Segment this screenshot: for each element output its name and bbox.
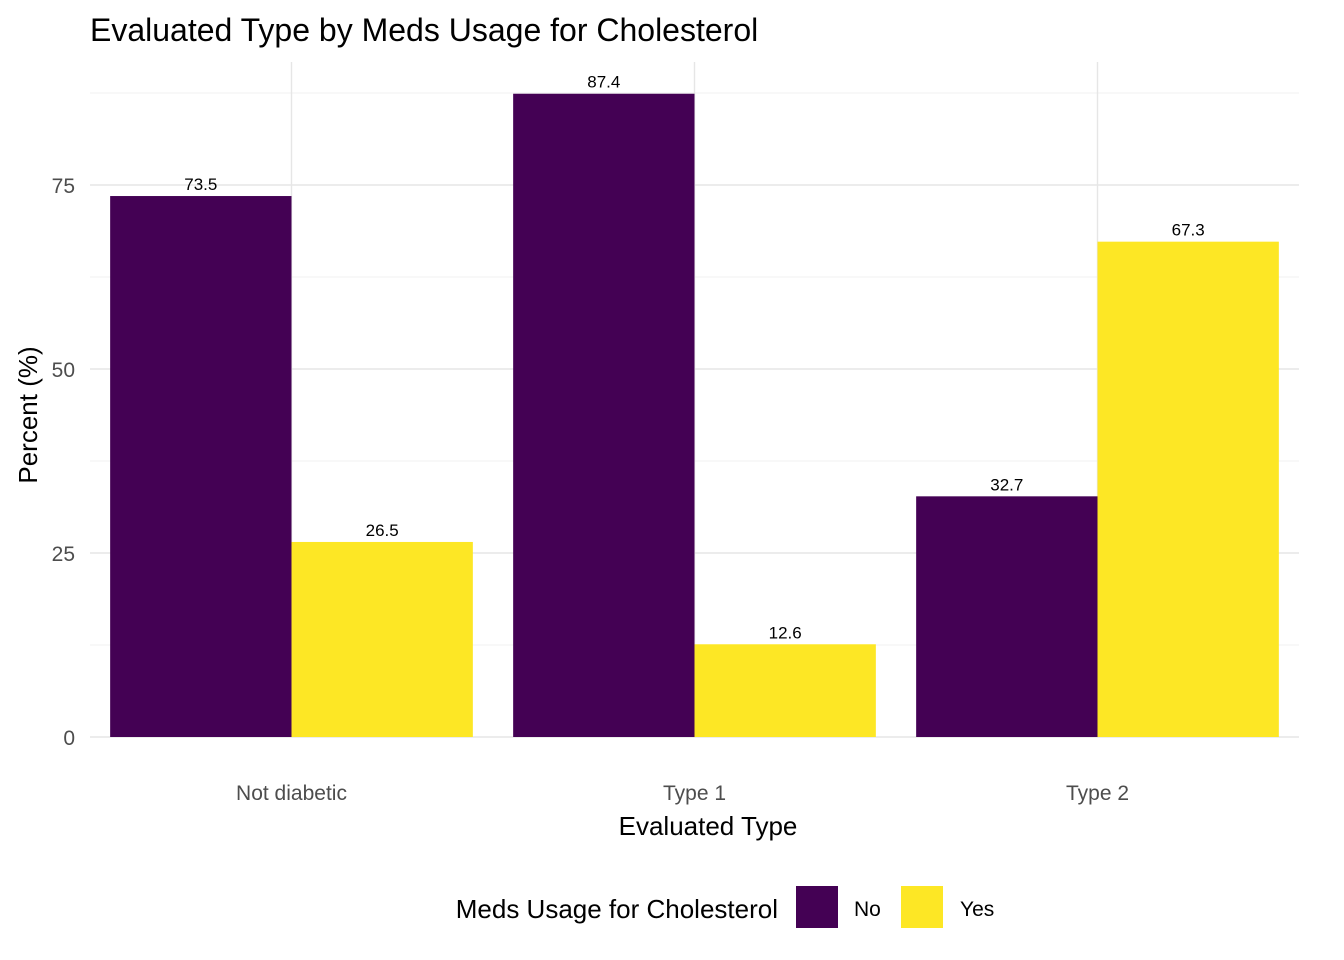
x-tick-label: Type 2: [1066, 782, 1129, 805]
y-tick-label: 25: [52, 543, 75, 566]
x-axis-ticks: Not diabetic Type 1 Type 2: [236, 782, 1129, 805]
data-label: 87.4: [587, 73, 620, 92]
chart-title: Evaluated Type by Meds Usage for Cholest…: [90, 12, 758, 48]
y-axis-ticks: 0 25 50 75: [52, 175, 75, 750]
data-label: 73.5: [184, 175, 217, 194]
legend-key-no: [796, 886, 838, 928]
y-tick-label: 50: [52, 359, 75, 382]
data-label: 32.7: [990, 475, 1023, 494]
legend: Meds Usage for Cholesterol No Yes: [456, 886, 994, 928]
legend-label-yes: Yes: [960, 898, 994, 921]
y-axis-title: Percent (%): [13, 346, 43, 483]
y-tick-label: 75: [52, 175, 75, 198]
y-tick-label: 0: [63, 727, 75, 750]
bar-no-3: [916, 496, 1098, 737]
x-tick-label: Type 1: [663, 782, 726, 805]
x-tick-label: Not diabetic: [236, 782, 347, 805]
bar-yes-2: [694, 644, 876, 737]
data-label: 26.5: [366, 521, 399, 540]
bar-yes-1: [291, 541, 473, 737]
data-label: 12.6: [769, 623, 802, 642]
bar-yes-3: [1097, 241, 1279, 737]
legend-key-yes: [901, 886, 943, 928]
legend-title: Meds Usage for Cholesterol: [456, 894, 778, 924]
legend-label-no: No: [854, 898, 881, 921]
data-labels: 73.5 26.5 87.4 12.6 32.7 67.3: [184, 73, 1204, 643]
x-axis-title: Evaluated Type: [619, 811, 798, 841]
bars: [110, 93, 1279, 738]
bar-no-1: [110, 196, 292, 738]
bar-no-2: [513, 93, 695, 737]
data-label: 67.3: [1172, 221, 1205, 240]
